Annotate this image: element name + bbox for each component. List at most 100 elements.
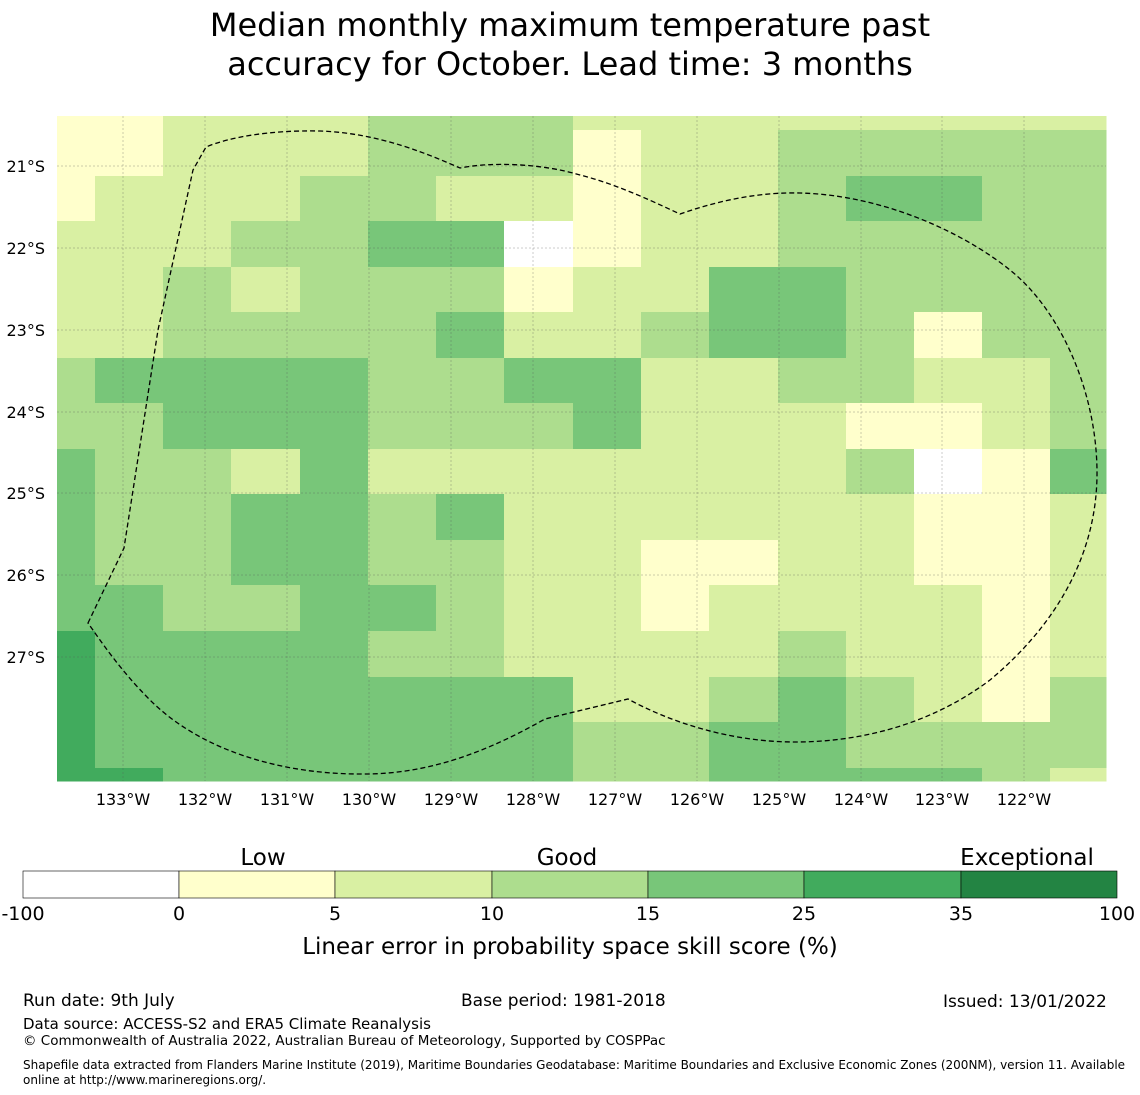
skill-cell <box>914 494 983 541</box>
skill-cell <box>982 221 1051 268</box>
skill-cell <box>163 631 232 678</box>
skill-cell <box>709 768 779 782</box>
skill-cell <box>300 768 369 782</box>
skill-cell <box>436 403 505 450</box>
skill-cell <box>846 116 915 131</box>
skill-cell <box>436 312 505 359</box>
skill-cell <box>573 631 642 678</box>
skill-cell <box>982 540 1051 586</box>
skill-cell <box>57 267 96 313</box>
skill-cell <box>641 116 710 131</box>
skill-cell <box>709 221 779 268</box>
colorbar-tick-label: 10 <box>480 903 504 925</box>
skill-cell <box>300 494 369 541</box>
title-line-2: accuracy for October. Lead time: 3 month… <box>227 45 913 83</box>
colorbar-tick-label: 100 <box>1099 903 1135 925</box>
longitude-label: 133°W <box>96 790 151 809</box>
skill-cell <box>641 312 710 359</box>
skill-cell <box>982 768 1051 782</box>
skill-cell <box>641 677 710 723</box>
skill-cell <box>300 312 369 359</box>
skill-cell <box>982 585 1051 632</box>
skill-cell <box>573 403 642 450</box>
skill-cell <box>368 768 437 782</box>
skill-cell <box>982 312 1051 359</box>
skill-cell <box>231 267 301 313</box>
skill-cell <box>300 677 369 723</box>
skill-cell <box>504 631 574 678</box>
skill-cell <box>709 631 779 678</box>
skill-cell <box>1050 312 1107 359</box>
skill-cell <box>982 449 1051 495</box>
category-exceptional: Exceptional <box>960 845 1094 871</box>
skill-cell <box>57 494 96 541</box>
colorbar: Low Good Exceptional -100 0 5 10 15 25 35 100 L… <box>1 845 1135 960</box>
skill-cell <box>573 449 642 495</box>
skill-cell <box>163 312 232 359</box>
run-date: Run date: 9th July <box>23 991 175 1011</box>
skill-cell <box>95 221 164 268</box>
skill-cell <box>573 768 642 782</box>
skill-cell <box>982 403 1051 450</box>
skill-cell <box>982 267 1051 313</box>
skill-cell <box>573 585 642 632</box>
latitude-label: 24°S <box>6 403 45 422</box>
colorbar-tick-label: -100 <box>1 903 44 925</box>
skill-cell <box>641 358 710 404</box>
skill-cell <box>231 631 301 678</box>
skill-cell <box>163 722 232 769</box>
map-title: Median monthly maximum temperature past … <box>0 6 1140 84</box>
skill-cell <box>573 312 642 359</box>
latitude-label: 21°S <box>6 157 45 176</box>
longitude-label: 132°W <box>178 790 233 809</box>
skill-cell <box>846 403 915 450</box>
skill-cell <box>846 267 915 313</box>
skill-cell <box>846 176 915 222</box>
skill-cell <box>573 540 642 586</box>
skill-cell <box>846 768 915 782</box>
skill-cell <box>163 358 232 404</box>
skill-cell <box>300 540 369 586</box>
skill-cell <box>709 449 779 495</box>
skill-cell <box>846 494 915 541</box>
skill-cell <box>914 221 983 268</box>
skill-cell <box>914 449 983 495</box>
skill-cell <box>368 221 437 268</box>
skill-cell <box>368 585 437 632</box>
skill-cell <box>368 540 437 586</box>
skill-cell <box>300 358 369 404</box>
skill-cell <box>778 449 847 495</box>
skill-cell <box>846 722 915 769</box>
skill-cell <box>982 722 1051 769</box>
skill-cell <box>436 358 505 404</box>
skill-cell <box>300 449 369 495</box>
skill-cell <box>914 116 983 131</box>
skill-cell <box>231 358 301 404</box>
skill-cell <box>57 768 96 782</box>
skill-grid <box>57 116 1107 782</box>
title-line-1: Median monthly maximum temperature past <box>209 6 931 44</box>
skill-cell <box>231 722 301 769</box>
skill-cell <box>163 176 232 222</box>
skill-cell <box>436 494 505 541</box>
skill-cell <box>914 768 983 782</box>
colorbar-swatch <box>334 870 493 899</box>
skill-cell <box>914 631 983 678</box>
skill-cell <box>300 221 369 268</box>
shapefile-credit: Shapefile data extracted from Flanders M… <box>23 1058 1126 1087</box>
longitude-label: 122°W <box>997 790 1052 809</box>
skill-cell <box>436 677 505 723</box>
skill-cell <box>573 358 642 404</box>
skill-cell <box>368 677 437 723</box>
skill-cell <box>778 176 847 222</box>
skill-cell <box>231 449 301 495</box>
skill-cell <box>368 449 437 495</box>
skill-cell <box>709 358 779 404</box>
latitude-label: 22°S <box>6 239 45 258</box>
skill-cell <box>709 116 779 131</box>
skill-cell <box>300 267 369 313</box>
skill-cell <box>778 403 847 450</box>
base-period: Base period: 1981-2018 <box>461 991 666 1011</box>
skill-cell <box>504 130 574 177</box>
